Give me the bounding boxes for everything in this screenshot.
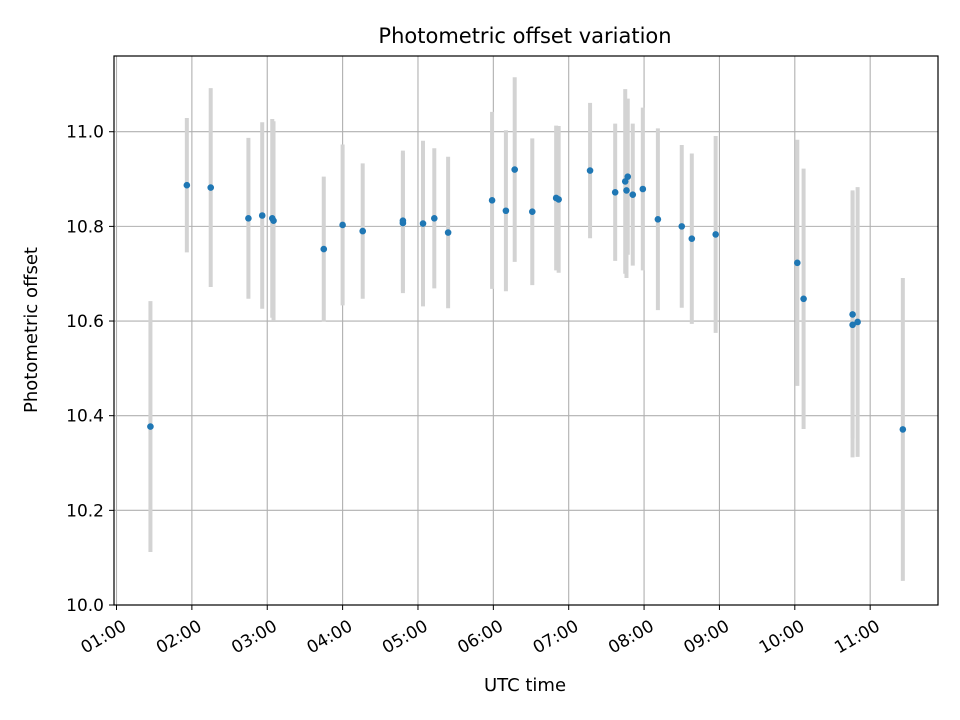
data-point: [623, 187, 630, 194]
data-point: [207, 184, 215, 191]
plot-frame: [113, 55, 939, 606]
data-point: [555, 196, 562, 203]
data-point: [511, 166, 518, 173]
data-point: [678, 223, 686, 230]
y-tick-label: 10.0: [66, 596, 104, 616]
data-point: [444, 229, 452, 236]
data-point: [849, 311, 856, 318]
y-axis-label: Photometric offset: [21, 247, 42, 413]
data-point: [849, 321, 856, 329]
y-axis: 10.0 10.2 10.4 10.6 10.8 11.0: [66, 123, 114, 616]
data-point: [399, 217, 407, 224]
data-point: [258, 212, 266, 219]
data-point: [339, 221, 346, 229]
data-point: [183, 181, 191, 189]
data-point: [624, 173, 632, 180]
data-point: [502, 207, 510, 215]
data-point: [899, 426, 907, 433]
data-point: [794, 259, 801, 267]
chart-title: Photometric offset variation: [378, 24, 671, 48]
data-point: [419, 220, 427, 227]
data-point: [528, 208, 536, 216]
data-point: [688, 235, 696, 242]
y-tick-label: 10.2: [66, 501, 104, 521]
data-point: [629, 191, 637, 198]
data-point: [245, 215, 252, 222]
data-point: [800, 295, 807, 303]
data-point: [639, 185, 647, 193]
data-point: [488, 197, 496, 204]
data-point: [586, 167, 594, 174]
data-point: [147, 423, 154, 430]
data-point: [320, 245, 328, 253]
y-tick-label: 11.0: [66, 123, 104, 143]
data-point: [854, 318, 861, 326]
data-point: [654, 215, 662, 223]
y-tick-label: 10.4: [66, 407, 104, 427]
y-tick-label: 10.6: [66, 312, 104, 332]
data-point: [611, 189, 619, 196]
data-point: [712, 231, 719, 238]
data-point: [359, 227, 367, 235]
data-point: [270, 217, 277, 224]
data-points: [147, 166, 907, 433]
x-axis-label: UTC time: [484, 675, 566, 696]
data-point: [431, 215, 438, 222]
y-tick-label: 10.8: [66, 217, 104, 237]
